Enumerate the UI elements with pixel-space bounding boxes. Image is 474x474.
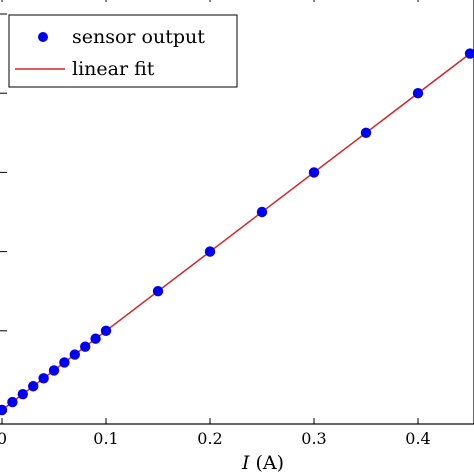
sensor-output-point [256,206,268,218]
sensor-output-point [28,381,39,392]
fit-line-layer [1,53,471,411]
plot-area [0,0,474,425]
y-axis-ticks [0,13,7,332]
x-tick-label: 0.1 [93,429,118,448]
sensor-output-point [360,127,372,138]
x-axis-variable: I [241,452,250,474]
linear-fit-line [1,53,471,411]
x-axis-label: I (A) [241,452,284,474]
sensor-output-point [100,325,112,336]
x-tick-label: 0.2 [197,429,222,448]
legend-label-sensor-output: sensor output [72,26,205,48]
sensor-output-point [204,246,216,257]
x-axis-ticks: 0 0.1 0.2 0.3 0.4 [0,0,431,448]
marker-layer [0,48,474,416]
sensor-output-point [412,88,424,99]
legend-box [8,14,238,88]
sensor-output-point [7,396,18,408]
sensor-output-point [0,404,8,416]
axes-box [0,0,474,425]
sensor-output-point [90,333,101,344]
x-tick-label: 0 [0,429,7,448]
sensor-output-point [464,48,474,59]
x-tick-label: 0.3 [301,429,326,448]
sensor-output-point [48,365,60,376]
legend-label-linear-fit: linear fit [72,58,155,80]
x-axis-unit: (A) [256,452,285,474]
legend-marker-sensor-output [38,32,48,42]
x-tick-label: 0.4 [405,429,430,448]
sensor-output-point [59,357,70,368]
sensor-output-point [308,167,320,178]
legend: sensor output linear fit [8,14,238,88]
sensor-output-point [17,388,28,400]
sensor-output-point [69,349,81,360]
sensor-output-point [152,286,164,297]
sensor-output-point [38,373,49,384]
sensor-output-point [80,341,91,352]
